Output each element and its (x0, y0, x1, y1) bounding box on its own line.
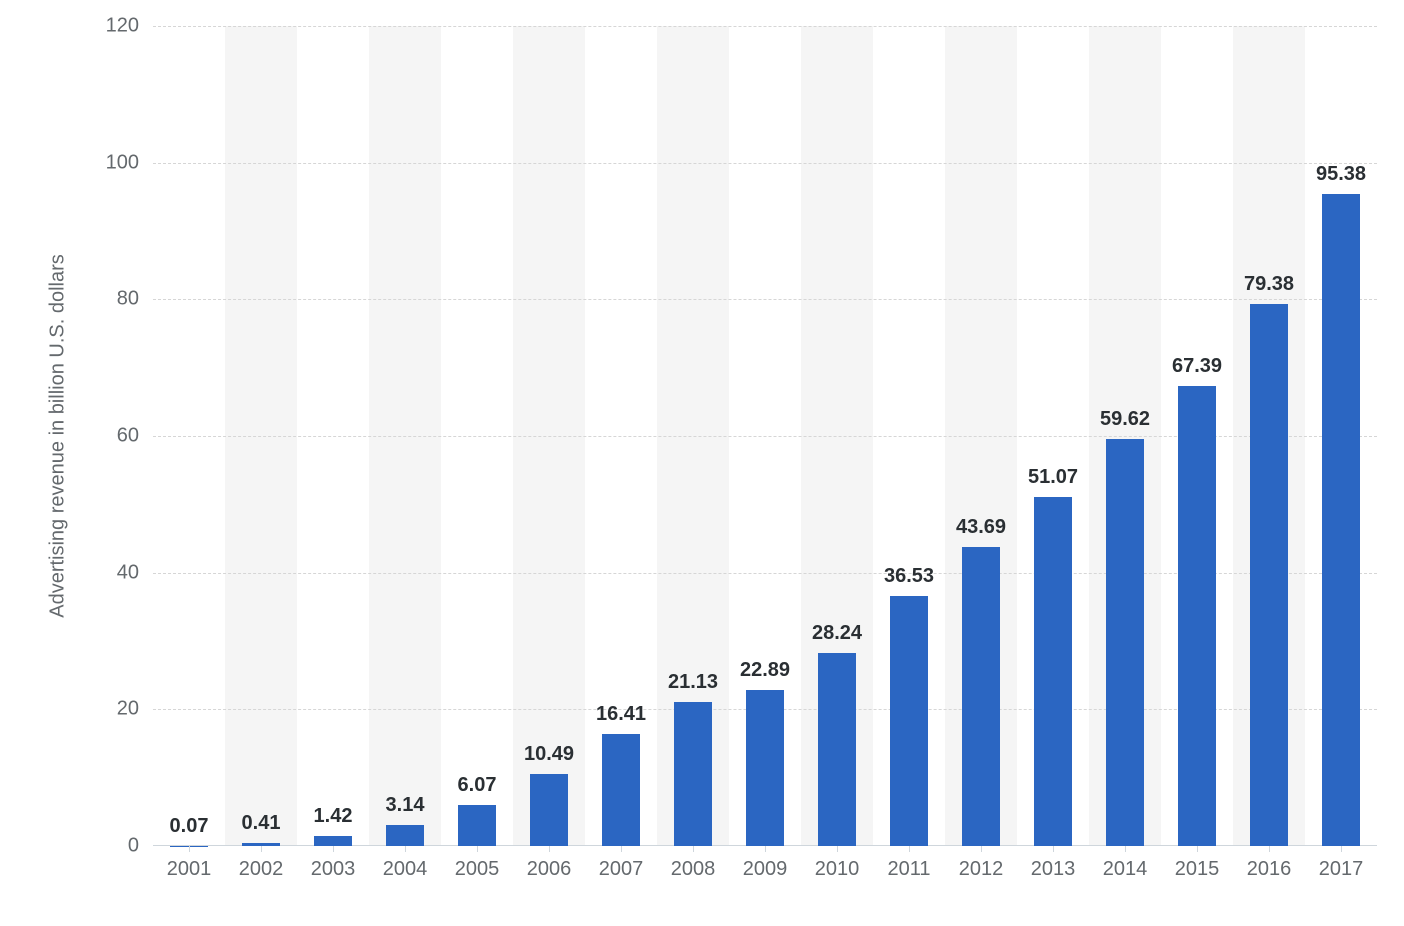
bar (1250, 304, 1287, 846)
bar-value-label: 0.41 (225, 812, 297, 835)
y-tick-label: 120 (0, 15, 139, 38)
bar-value-label: 1.42 (297, 805, 369, 828)
bar-value-label: 51.07 (1017, 466, 1089, 489)
bar (602, 734, 639, 846)
bar (818, 653, 855, 846)
x-tick (405, 846, 406, 852)
bar-chart: 0.070.411.423.146.0710.4916.4121.1322.89… (0, 0, 1404, 926)
x-tick (333, 846, 334, 852)
x-tick-label: 2004 (383, 858, 428, 881)
bar-value-label: 22.89 (729, 659, 801, 682)
bar-value-label: 6.07 (441, 774, 513, 797)
x-tick (837, 846, 838, 852)
x-tick (261, 846, 262, 852)
bar-value-label: 59.62 (1089, 408, 1161, 431)
bar-value-label: 10.49 (513, 743, 585, 766)
bar (1034, 497, 1071, 846)
x-tick-label: 2009 (743, 858, 788, 881)
bar (1322, 194, 1359, 846)
bar (386, 825, 423, 846)
x-tick (477, 846, 478, 852)
x-tick (1197, 846, 1198, 852)
x-tick (981, 846, 982, 852)
bar-value-label: 79.38 (1233, 273, 1305, 296)
x-tick-label: 2013 (1031, 858, 1076, 881)
x-tick (693, 846, 694, 852)
bar-value-label: 0.07 (153, 815, 225, 838)
bar-value-label: 95.38 (1305, 163, 1377, 186)
x-tick-label: 2017 (1319, 858, 1364, 881)
x-tick-label: 2008 (671, 858, 716, 881)
x-tick (189, 846, 190, 852)
x-tick-label: 2003 (311, 858, 356, 881)
x-tick (909, 846, 910, 852)
bar-value-label: 28.24 (801, 622, 873, 645)
x-tick (621, 846, 622, 852)
y-tick-label: 80 (0, 288, 139, 311)
y-tick-label: 60 (0, 425, 139, 448)
x-tick-label: 2001 (167, 858, 212, 881)
x-tick (1125, 846, 1126, 852)
bar-value-label: 67.39 (1161, 355, 1233, 378)
bar (962, 547, 999, 846)
x-tick-label: 2014 (1103, 858, 1148, 881)
bar (674, 702, 711, 846)
x-tick (765, 846, 766, 852)
bar (890, 596, 927, 846)
bar (1106, 439, 1143, 846)
x-tick-label: 2016 (1247, 858, 1292, 881)
x-tick-label: 2006 (527, 858, 572, 881)
y-tick-label: 0 (0, 835, 139, 858)
x-tick-label: 2002 (239, 858, 284, 881)
y-tick-label: 40 (0, 561, 139, 584)
bar (530, 774, 567, 846)
bar-value-label: 21.13 (657, 671, 729, 694)
x-tick (1269, 846, 1270, 852)
y-tick-label: 20 (0, 698, 139, 721)
grid-line (153, 299, 1377, 300)
x-tick-label: 2012 (959, 858, 1004, 881)
bar-value-label: 43.69 (945, 516, 1017, 539)
bar (1178, 386, 1215, 846)
grid-line (153, 26, 1377, 27)
bar (314, 836, 351, 846)
x-tick (1053, 846, 1054, 852)
x-tick (549, 846, 550, 852)
grid-line (153, 163, 1377, 164)
x-tick (1341, 846, 1342, 852)
x-tick-label: 2011 (887, 858, 930, 881)
x-tick-label: 2015 (1175, 858, 1220, 881)
bar (458, 805, 495, 846)
bar-value-label: 3.14 (369, 794, 441, 817)
y-axis-title: Advertising revenue in billion U.S. doll… (47, 254, 70, 618)
y-tick-label: 100 (0, 151, 139, 174)
bar (746, 690, 783, 846)
plot-area: 0.070.411.423.146.0710.4916.4121.1322.89… (153, 26, 1377, 846)
x-tick-label: 2005 (455, 858, 500, 881)
bar-value-label: 16.41 (585, 703, 657, 726)
x-tick-label: 2007 (599, 858, 644, 881)
bar-value-label: 36.53 (873, 565, 945, 588)
x-tick-label: 2010 (815, 858, 860, 881)
